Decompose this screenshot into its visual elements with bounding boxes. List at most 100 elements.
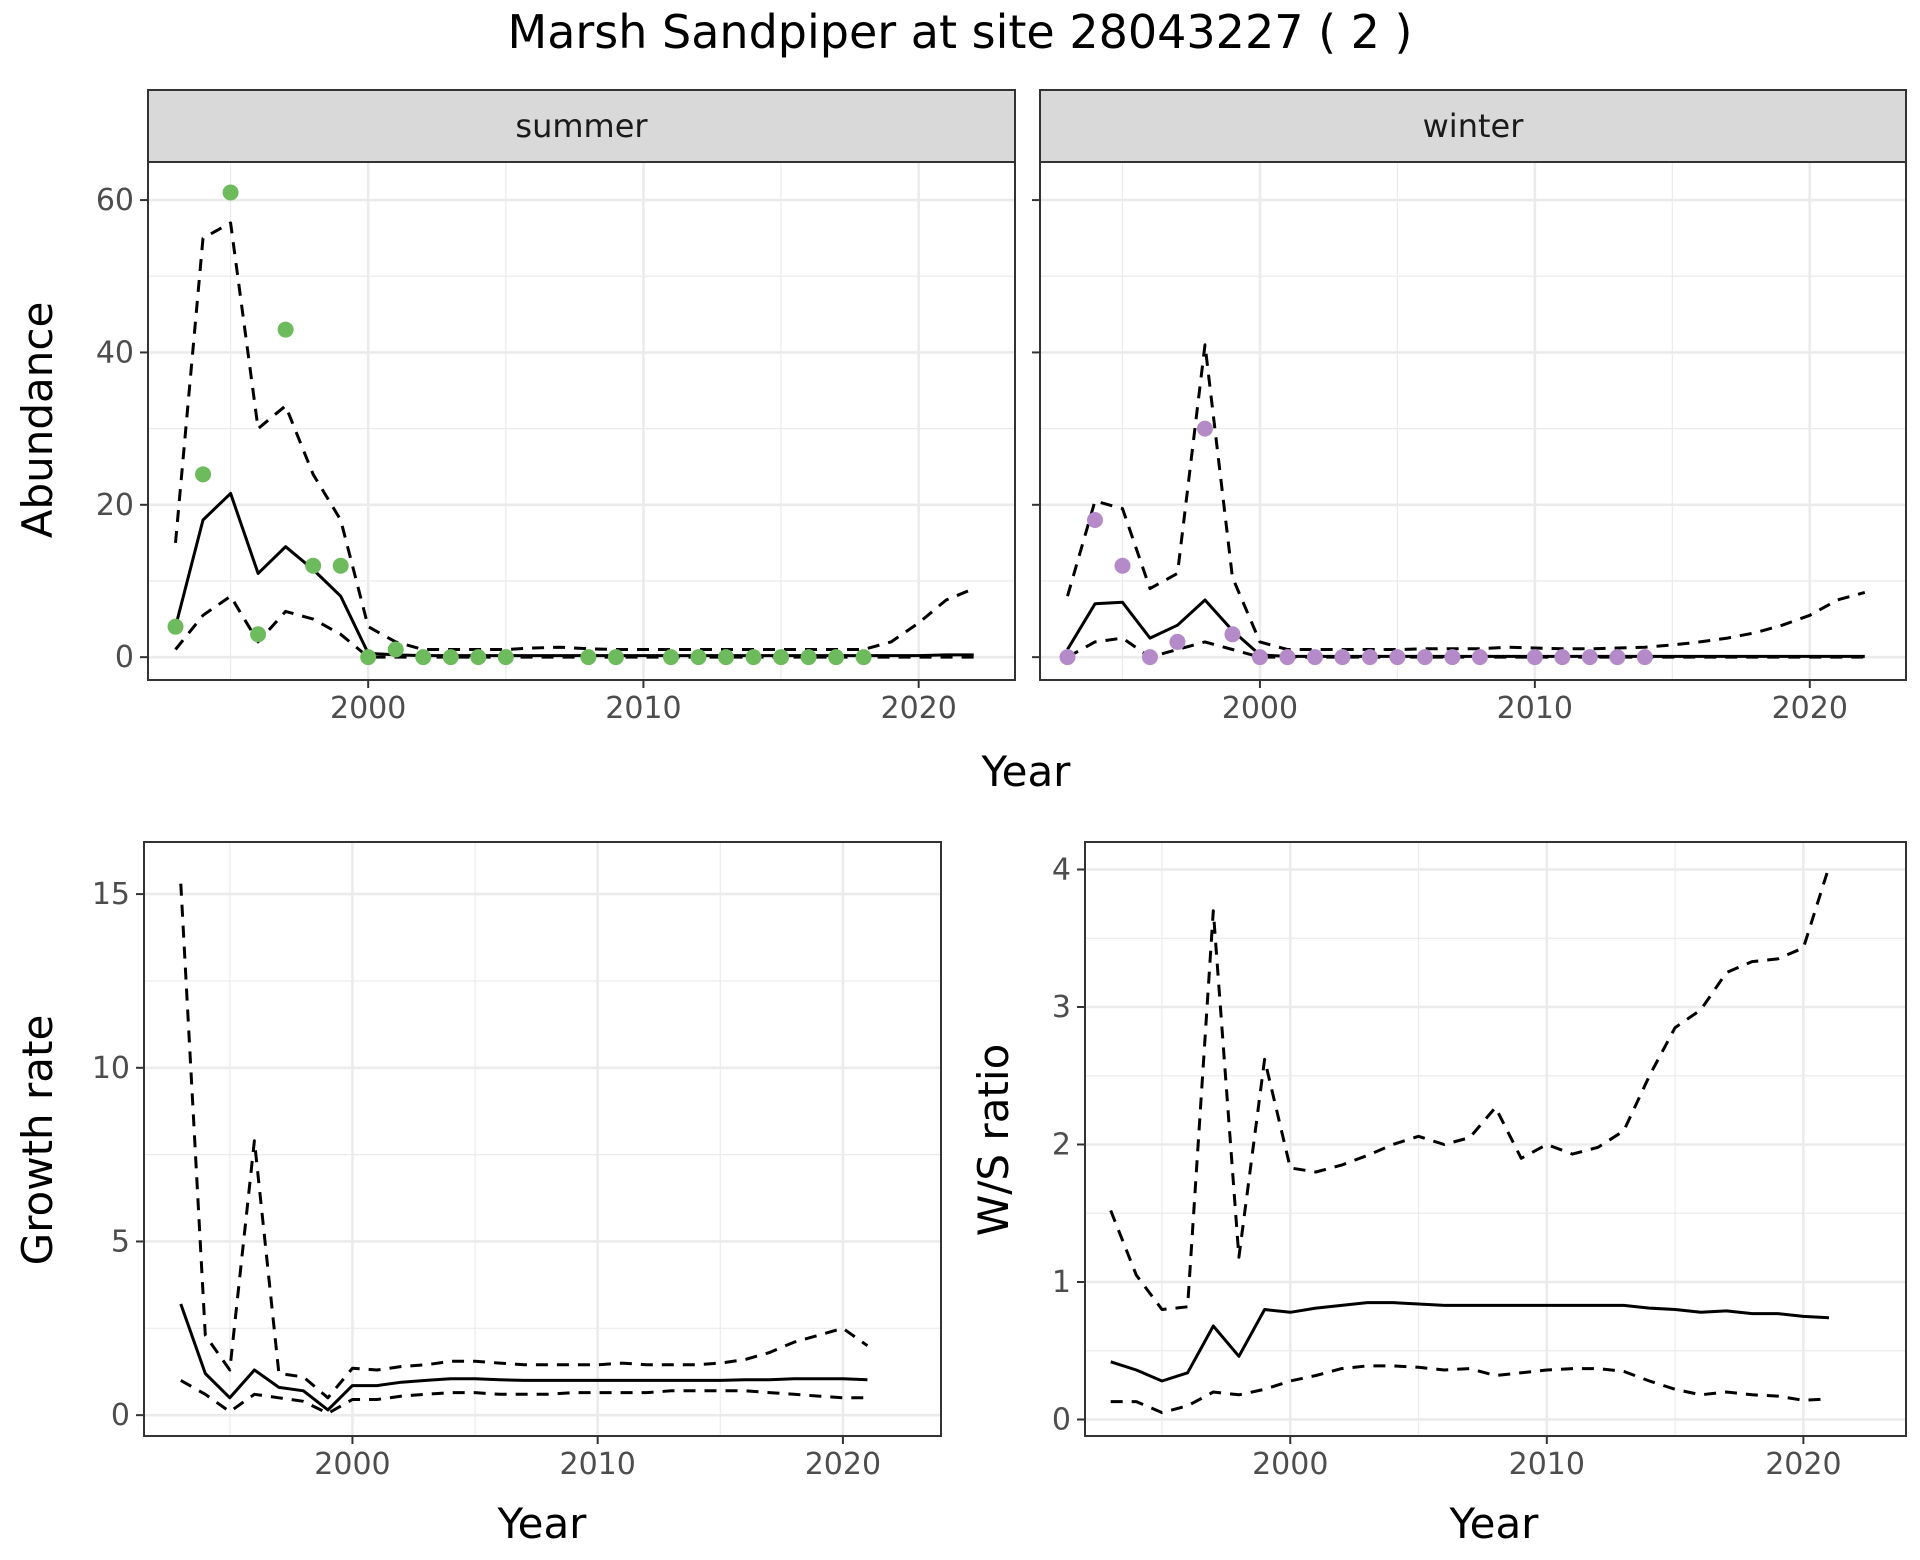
- growth-estimate-line: [179, 1303, 868, 1412]
- ws-y-tick-label: 0: [1052, 1403, 1071, 1438]
- growth-y-tick-label: 10: [92, 1051, 130, 1086]
- strip-winter: [1039, 89, 1907, 163]
- winter-observed-point: [1169, 633, 1186, 650]
- strip-summer: [147, 89, 1016, 163]
- winter-grid: [1040, 162, 1906, 680]
- summer-observed-point: [773, 649, 790, 666]
- summer-y-tick-label: 20: [96, 488, 134, 523]
- summer-observed-point: [277, 321, 294, 338]
- winter-observed-point: [1141, 649, 1158, 666]
- winter-observed-point: [1581, 649, 1598, 666]
- growth-axes: 2000 2010 2020 0 5 10 15: [92, 841, 942, 1482]
- summer-observed-point: [195, 466, 212, 483]
- growth-grid: [144, 842, 941, 1436]
- summer-observed-point: [167, 618, 184, 635]
- summer-observed-point: [442, 649, 459, 666]
- growth-lines: [179, 883, 869, 1415]
- growth-x-label: Year: [497, 1499, 588, 1548]
- summer-observed-point: [332, 557, 349, 574]
- growth-y-label: Growth rate: [13, 1015, 62, 1266]
- winter-observed-point: [1361, 649, 1378, 666]
- summer-observed-point: [855, 649, 872, 666]
- summer-axes: 2000 2010 2020 0 20 40 60: [96, 161, 1016, 726]
- ws-estimate-line: [1110, 1301, 1830, 1383]
- ws-y-label: W/S ratio: [969, 1044, 1018, 1237]
- abundance-y-label: Abundance: [13, 302, 62, 539]
- ws-y-tick-label: 1: [1052, 1265, 1071, 1300]
- ws-grid: [1085, 842, 1906, 1436]
- ws-interval-line: [1110, 1364, 1830, 1415]
- growth-x-tick-label: 2000: [314, 1447, 390, 1482]
- winter-observed-point: [1526, 649, 1543, 666]
- figure-title: Marsh Sandpiper at site 28043227 ( 2 ): [508, 5, 1413, 59]
- summer-interval-line: [174, 221, 975, 651]
- summer-observed-point: [745, 649, 762, 666]
- summer-y-tick-label: 40: [96, 335, 134, 370]
- ws-ratio-panel: 2000 2010 2020 0 1 2 3 4 W/S ratio Year: [969, 841, 1907, 1548]
- growth-y-tick-label: 0: [111, 1398, 130, 1433]
- ws-x-tick-label: 2020: [1765, 1447, 1841, 1482]
- summer-x-tick-label: 2000: [330, 691, 406, 726]
- winter-observed-point: [1224, 626, 1241, 643]
- growth-rate-panel: 2000 2010 2020 0 5 10 15 Growth rate Year: [13, 841, 942, 1548]
- summer-plot-background: [148, 162, 1015, 680]
- summer-observed-point: [222, 184, 239, 201]
- ws-x-tick-label: 2010: [1509, 1447, 1585, 1482]
- growth-plot-background: [144, 842, 941, 1436]
- winter-x-tick-label: 2020: [1772, 691, 1848, 726]
- winter-observed-point: [1444, 649, 1461, 666]
- summer-observed-point: [800, 649, 817, 666]
- ws-x-tick-label: 2000: [1252, 1447, 1328, 1482]
- winter-observed-point: [1389, 649, 1406, 666]
- winter-observed-point: [1059, 649, 1076, 666]
- ws-y-tick-label: 4: [1052, 853, 1071, 888]
- winter-observed-point: [1196, 420, 1213, 437]
- winter-x-tick-label: 2000: [1222, 691, 1298, 726]
- winter-x-tick-label: 2010: [1497, 691, 1573, 726]
- ws-panel-border: [1084, 841, 1907, 1437]
- growth-x-tick-label: 2020: [805, 1447, 881, 1482]
- abundance-winter-panel: 2000 2010 2020 winter: [1032, 89, 1907, 726]
- summer-observed-point: [580, 649, 597, 666]
- ws-y-tick-label: 3: [1052, 990, 1071, 1025]
- summer-x-tick-label: 2010: [605, 691, 681, 726]
- summer-observed-point: [415, 649, 432, 666]
- summer-observed-point: [690, 649, 707, 666]
- summer-points: [167, 184, 872, 666]
- winter-lines: [1066, 343, 1866, 659]
- winter-observed-point: [1086, 512, 1103, 529]
- ws-x-label: Year: [1449, 1499, 1540, 1548]
- growth-interval-line: [179, 883, 869, 1400]
- winter-axes: 2000 2010 2020: [1032, 161, 1907, 726]
- summer-observed-point: [470, 649, 487, 666]
- winter-observed-point: [1416, 649, 1433, 666]
- ws-y-tick-label: 2: [1052, 1128, 1071, 1163]
- summer-grid: [148, 162, 1015, 680]
- ws-lines: [1109, 866, 1831, 1415]
- summer-y-tick-label: 60: [96, 183, 134, 218]
- winter-plot-background: [1040, 162, 1906, 680]
- winter-observed-point: [1609, 649, 1626, 666]
- ws-interval-line: [1109, 866, 1831, 1311]
- winter-observed-point: [1334, 649, 1351, 666]
- growth-x-tick-label: 2010: [559, 1447, 635, 1482]
- summer-observed-point: [387, 641, 404, 658]
- summer-x-tick-label: 2020: [880, 691, 956, 726]
- abundance-summer-panel: 2000 2010 2020 0 20 40 60 summer Abundance: [13, 89, 1016, 726]
- summer-observed-point: [662, 649, 679, 666]
- summer-y-tick-label: 0: [115, 640, 134, 675]
- winter-observed-point: [1114, 557, 1131, 574]
- winter-observed-point: [1554, 649, 1571, 666]
- winter-observed-point: [1251, 649, 1268, 666]
- summer-observed-point: [828, 649, 845, 666]
- winter-observed-point: [1636, 649, 1653, 666]
- abundance-x-label: Year: [981, 747, 1072, 796]
- winter-interval-line: [1066, 636, 1865, 659]
- winter-observed-point: [1306, 649, 1323, 666]
- growth-panel-border: [143, 841, 942, 1437]
- summer-observed-point: [607, 649, 624, 666]
- strip-label-summer: summer: [515, 107, 648, 145]
- winter-observed-point: [1279, 649, 1296, 666]
- strip-label-winter: winter: [1423, 107, 1525, 145]
